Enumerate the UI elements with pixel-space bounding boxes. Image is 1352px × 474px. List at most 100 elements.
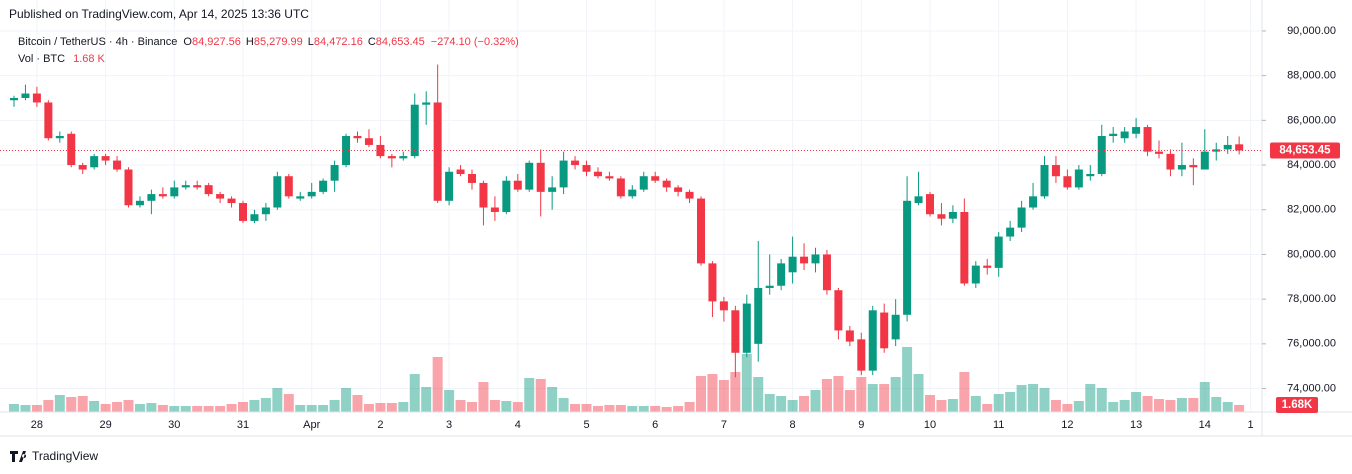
body xyxy=(1006,227,1015,237)
volume-bar xyxy=(592,406,603,412)
logo xyxy=(10,451,27,462)
body xyxy=(582,165,591,172)
volume-bar xyxy=(867,384,878,412)
body xyxy=(639,176,648,190)
symbol: Bitcoin / TetherUS · 4h · Binance xyxy=(18,36,177,48)
body xyxy=(261,207,270,215)
body xyxy=(239,203,247,221)
body xyxy=(593,171,602,177)
body xyxy=(1189,165,1198,168)
x-tick-label: 12 xyxy=(1061,419,1073,431)
volume-bar xyxy=(1142,396,1153,412)
body xyxy=(147,194,156,201)
body xyxy=(319,180,328,192)
body xyxy=(662,180,671,188)
body xyxy=(90,156,99,168)
x-tick-label: 5 xyxy=(583,419,589,431)
x-tick-label: 2 xyxy=(377,419,383,431)
volume-bar xyxy=(810,390,821,412)
vol-value: 1.68 K xyxy=(73,53,105,65)
x-tick-label: 13 xyxy=(1130,419,1142,431)
body xyxy=(353,135,362,139)
volume-bar xyxy=(673,406,684,412)
y-tick-label: 86,000.00 xyxy=(1287,114,1336,126)
body xyxy=(1074,169,1083,188)
volume-bar xyxy=(1096,388,1107,412)
volume-bar xyxy=(375,403,386,412)
volume-bar xyxy=(764,394,775,412)
volume-bar xyxy=(890,377,901,412)
x-tick-label: 30 xyxy=(168,419,180,431)
body xyxy=(1086,173,1095,177)
volume-bar xyxy=(89,401,100,412)
body xyxy=(181,185,190,188)
volume-bar xyxy=(318,405,329,412)
volume-bar xyxy=(627,406,638,412)
body xyxy=(1120,131,1129,139)
body xyxy=(468,173,476,183)
body xyxy=(765,285,774,288)
x-tick-label: 3 xyxy=(446,419,452,431)
body xyxy=(811,254,820,264)
y-tick-label: 84,000.00 xyxy=(1287,159,1336,171)
body xyxy=(1212,149,1221,152)
body xyxy=(1017,207,1026,228)
x-tick-label: 1 xyxy=(1248,419,1254,431)
volume-bar xyxy=(696,376,706,412)
volume-bar xyxy=(913,374,924,412)
legend-line: Bitcoin / TetherUS · 4h · Binance O84,927… xyxy=(18,36,519,48)
volume-bar xyxy=(684,402,695,412)
volume-bar xyxy=(501,401,512,412)
volume-bar xyxy=(134,404,145,412)
volume-bar xyxy=(283,394,294,412)
volume-pane xyxy=(9,347,1245,412)
volume-bar xyxy=(638,406,649,412)
body xyxy=(376,144,385,157)
published-header: Published on TradingView.com, Apr 14, 20… xyxy=(9,7,309,21)
value: 85,279.99 xyxy=(254,36,303,48)
volume-bar xyxy=(604,405,615,412)
body xyxy=(170,187,179,197)
key: C xyxy=(368,36,376,48)
volume-bar xyxy=(157,405,168,412)
volume-bar xyxy=(993,394,1004,412)
volume-bar xyxy=(570,404,581,412)
value: 84,927.56 xyxy=(192,36,241,48)
x-tick-label: 7 xyxy=(721,419,727,431)
volume-bar xyxy=(1188,398,1199,412)
body xyxy=(559,160,568,188)
volume-bar xyxy=(363,404,374,412)
volume-bar xyxy=(1211,397,1222,412)
body xyxy=(983,265,992,268)
volume-bar xyxy=(409,374,420,412)
volume-legend: Vol · BTC 1.68 K xyxy=(18,53,106,65)
x-tick-label: 29 xyxy=(99,419,111,431)
body xyxy=(1155,151,1163,154)
vol-name: Vol · BTC xyxy=(18,53,65,65)
body xyxy=(788,256,797,273)
x-tick-label: 10 xyxy=(924,419,936,431)
volume-bar xyxy=(295,405,306,412)
volume-bar xyxy=(272,388,283,412)
body xyxy=(364,138,373,145)
volume-bar xyxy=(352,395,363,412)
y-tick-label: 80,000.00 xyxy=(1287,248,1336,260)
volume-bar xyxy=(238,402,248,412)
body xyxy=(216,194,225,199)
body xyxy=(536,162,545,192)
body xyxy=(44,102,53,139)
body xyxy=(284,176,293,197)
body xyxy=(502,180,511,212)
volume-bar xyxy=(192,406,203,412)
x-tick-label: 6 xyxy=(652,419,658,431)
last-price-box xyxy=(1270,142,1340,159)
body xyxy=(113,160,122,170)
body xyxy=(731,310,740,353)
body xyxy=(605,176,614,179)
last-volume-label: 1.68K xyxy=(1282,399,1313,411)
volume-bar xyxy=(982,404,993,412)
body xyxy=(456,169,465,174)
volume-bar xyxy=(1085,384,1096,412)
volume-bar xyxy=(879,384,890,412)
